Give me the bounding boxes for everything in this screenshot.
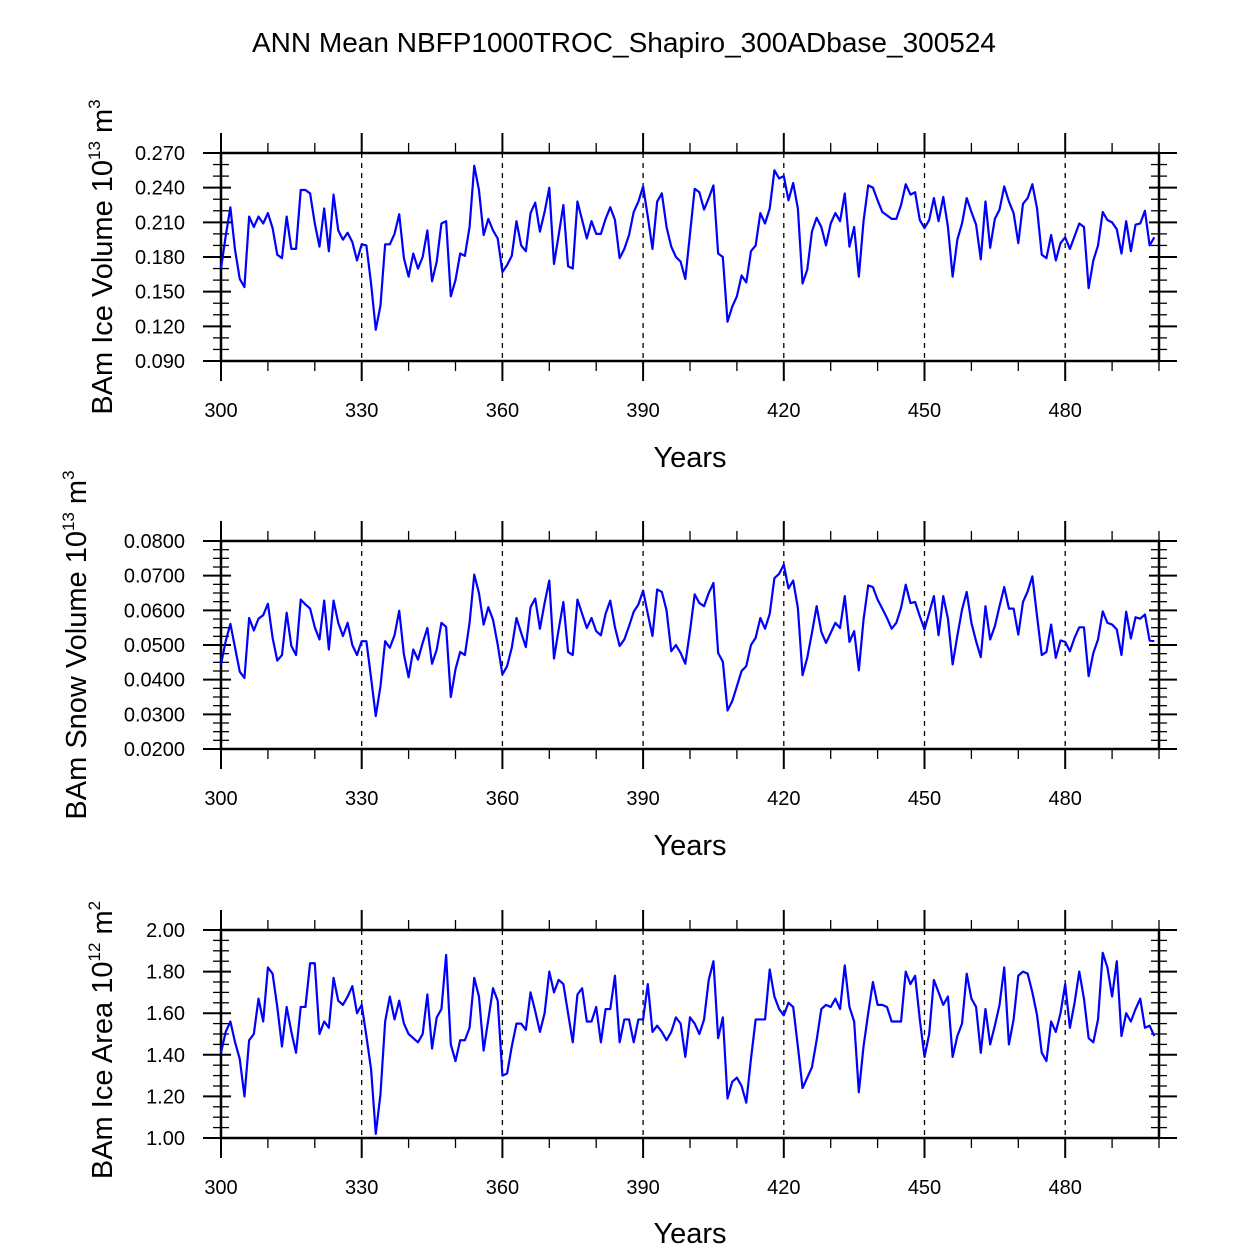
y-axis-label-unit-exponent: 2 (85, 901, 104, 910)
y-axis-label-exponent: 13 (85, 141, 104, 160)
y-tick-label: 0.0700 (124, 566, 185, 588)
plot-frame (219, 151, 1161, 363)
y-axis-label-unit-main: m (61, 480, 93, 504)
x-axis-label: Years (653, 830, 726, 862)
x-tick-label: 390 (626, 400, 659, 422)
x-tick-label: 450 (908, 400, 941, 422)
y-tick-label: 1.60 (146, 1003, 185, 1025)
y-axis-label-main: BAm Snow Volume 10 (61, 531, 93, 820)
y-tick-label: 0.210 (135, 212, 185, 234)
x-tick-label: 480 (1049, 788, 1082, 810)
x-tick-label: 480 (1049, 400, 1082, 422)
y-tick-label: 0.0400 (124, 670, 185, 692)
x-tick-label: 450 (908, 1177, 941, 1199)
x-tick-label: 420 (767, 788, 800, 810)
panel-ice-volume: Years BAm Ice Volume 1013 m3 0.090 0.120 0… (85, 99, 1177, 474)
y-tick-label: 1.20 (146, 1086, 185, 1108)
x-tick-label: 480 (1049, 1177, 1082, 1199)
x-tick-label: 390 (626, 788, 659, 810)
chart-title: ANN Mean NBFP1000TROC_Shapiro_300ADbase_… (252, 27, 996, 58)
y-tick-label: 0.090 (135, 351, 185, 373)
data-series-line (219, 951, 1156, 1135)
y-tick-label: 0.240 (135, 178, 185, 200)
y-axis-label-unit-main: m (87, 910, 119, 934)
plot-frame (219, 928, 1161, 1140)
y-axis-label-main: BAm Ice Area 10 (87, 962, 119, 1180)
y-axis-label: BAm Snow Volume 1013 m3 (59, 470, 93, 819)
x-tick-label: 300 (204, 1177, 237, 1199)
panel-ice-area: Years BAm Ice Area 1012 m2 1.00 1.20 1.40 1… (85, 901, 1177, 1249)
x-axis-label: Years (653, 1218, 726, 1249)
y-axis-label-main: BAm Ice Volume 10 (87, 160, 119, 415)
y-tick-label: 1.40 (146, 1045, 185, 1067)
y-tick-label: 0.150 (135, 282, 185, 304)
x-tick-label: 420 (767, 1177, 800, 1199)
panel-snow-volume: Years BAm Snow Volume 1013 m3 0.0200 0.03… (59, 470, 1177, 862)
x-tick-label: 300 (204, 400, 237, 422)
y-axis-label-unit (87, 935, 119, 943)
x-tick-label: 390 (626, 1177, 659, 1199)
y-tick-label: 0.180 (135, 247, 185, 269)
y-axis-label: BAm Ice Volume 1013 m3 (85, 99, 119, 414)
x-tick-label: 450 (908, 788, 941, 810)
x-axis-label: Years (653, 442, 726, 474)
y-tick-label: 0.0600 (124, 600, 185, 622)
y-axis-label-unit-main: m (87, 109, 119, 133)
x-tick-label: 360 (486, 1177, 519, 1199)
x-tick-label: 360 (486, 788, 519, 810)
x-tick-label: 330 (345, 1177, 378, 1199)
data-series-line (219, 563, 1155, 718)
y-tick-label: 2.00 (146, 920, 185, 942)
y-tick-label: 0.270 (135, 143, 185, 165)
x-tick-label: 420 (767, 400, 800, 422)
y-tick-label: 0.0200 (124, 739, 185, 761)
x-tick-label: 330 (345, 400, 378, 422)
y-tick-label: 0.0500 (124, 635, 185, 657)
y-tick-label: 0.120 (135, 316, 185, 338)
plot-frame (219, 539, 1161, 751)
y-tick-label: 0.0800 (124, 531, 185, 553)
y-tick-label: 1.80 (146, 962, 185, 984)
x-tick-label: 300 (204, 788, 237, 810)
data-series-line (219, 164, 1156, 331)
y-tick-label: 1.00 (146, 1128, 185, 1150)
y-axis-label-unit-exponent: 3 (85, 99, 104, 108)
x-tick-label: 360 (486, 400, 519, 422)
y-axis-label-unit (61, 504, 93, 512)
y-tick-label: 0.0300 (124, 704, 185, 726)
y-axis-label-exponent: 13 (59, 512, 78, 531)
x-tick-label: 330 (345, 788, 378, 810)
y-axis-label: BAm Ice Area 1012 m2 (85, 901, 119, 1179)
y-axis-label-unit (87, 133, 119, 141)
y-axis-label-unit-exponent: 3 (59, 470, 78, 479)
y-axis-label-exponent: 12 (85, 943, 104, 962)
